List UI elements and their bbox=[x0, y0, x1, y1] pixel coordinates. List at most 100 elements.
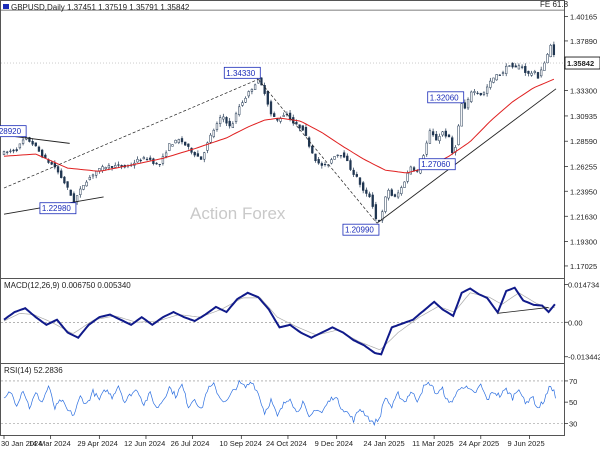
chart-title: GBPUSD,Daily bbox=[11, 3, 65, 12]
candle-body bbox=[40, 149, 44, 158]
candle-body bbox=[460, 103, 463, 127]
current-price-label: 1.35842 bbox=[567, 59, 594, 68]
price-trendline bbox=[258, 79, 378, 224]
candle-body bbox=[199, 156, 203, 160]
candle-body bbox=[114, 165, 117, 168]
price-panel-frame bbox=[0, 0, 565, 279]
chart-symbol-icon bbox=[3, 4, 9, 9]
candle-body bbox=[358, 177, 362, 185]
candle-body bbox=[60, 170, 63, 178]
candle-body bbox=[110, 166, 114, 168]
candle-body bbox=[34, 142, 37, 147]
candle-body bbox=[374, 204, 378, 220]
candle-body bbox=[482, 92, 486, 95]
time-tick-label: 24 Apr 2025 bbox=[459, 439, 499, 448]
candle-body bbox=[250, 89, 254, 92]
candle-body bbox=[164, 152, 168, 157]
candle-body bbox=[533, 71, 536, 74]
candle-body bbox=[241, 102, 244, 106]
candle-body bbox=[508, 65, 511, 67]
candle-body bbox=[428, 130, 432, 144]
candle-body bbox=[209, 134, 212, 143]
candle-body bbox=[355, 174, 358, 177]
price-annotation-label: 1.20990 bbox=[345, 226, 374, 235]
price-annotation-box bbox=[342, 223, 380, 236]
price-tick-label: 1.33300 bbox=[570, 86, 597, 95]
candle-body bbox=[489, 80, 492, 88]
watermark: Action Forex bbox=[190, 204, 286, 223]
time-tick-label: 30 Jan 2024 bbox=[1, 439, 42, 448]
candle-body bbox=[396, 192, 400, 198]
candle-body bbox=[212, 129, 215, 137]
candle-body bbox=[540, 69, 543, 77]
candle-body bbox=[393, 194, 397, 197]
candle-body bbox=[260, 77, 263, 86]
candle-body bbox=[543, 62, 546, 71]
candle-body bbox=[298, 124, 301, 129]
candle-body bbox=[85, 181, 88, 187]
candle-body bbox=[295, 121, 298, 125]
candle-body bbox=[304, 127, 308, 136]
candle-body bbox=[98, 168, 101, 172]
candle-body bbox=[371, 194, 374, 207]
candle-body bbox=[381, 211, 384, 221]
candle-body bbox=[527, 70, 530, 74]
candle-body bbox=[441, 131, 444, 136]
candle-body bbox=[88, 177, 91, 180]
price-tick-label: 1.28590 bbox=[570, 137, 597, 146]
macd-line bbox=[3, 286, 556, 356]
time-tick-label: 11 Mar 2025 bbox=[412, 439, 454, 448]
candle-body bbox=[9, 150, 12, 152]
candle-body bbox=[333, 156, 336, 160]
candle-body bbox=[501, 72, 505, 74]
candle-body bbox=[511, 62, 514, 68]
price-annotation-label: 1.22980 bbox=[42, 204, 71, 213]
price-annotation-box bbox=[39, 202, 77, 215]
price-header: GBPUSD,Daily 1.37451 1.37519 1.35791 1.3… bbox=[3, 3, 190, 12]
candle-body bbox=[492, 77, 495, 83]
candle-body bbox=[457, 125, 460, 146]
candle-body bbox=[31, 140, 34, 145]
candle-body bbox=[279, 118, 282, 122]
price-tick-label: 1.23950 bbox=[570, 187, 597, 196]
time-tick-label: 24 Jan 2025 bbox=[363, 439, 404, 448]
candle-body bbox=[505, 65, 508, 74]
price-annotation-box bbox=[0, 125, 27, 138]
candle-body bbox=[225, 117, 228, 124]
candle-body bbox=[317, 159, 320, 164]
candle-body bbox=[238, 106, 241, 115]
candle-body bbox=[339, 155, 343, 157]
price-annotation-box bbox=[418, 158, 456, 171]
price-tick-label: 1.26255 bbox=[570, 162, 597, 171]
candle-body bbox=[473, 91, 476, 93]
candle-body bbox=[409, 166, 412, 175]
rsi-line bbox=[3, 379, 556, 426]
time-tick-label: 24 Oct 2024 bbox=[266, 439, 307, 448]
candle-body bbox=[203, 152, 206, 160]
price-tick-label: 1.19300 bbox=[570, 237, 597, 246]
candle-body bbox=[435, 133, 438, 141]
candle-body bbox=[301, 125, 304, 131]
rsi-tick-label: 30 bbox=[569, 419, 577, 428]
candle-body bbox=[549, 44, 552, 58]
candle-body bbox=[336, 154, 339, 156]
candle-body bbox=[95, 171, 98, 176]
price-tick-label: 1.37890 bbox=[570, 37, 597, 46]
candle-body bbox=[72, 193, 76, 203]
candle-body bbox=[215, 123, 219, 130]
price-tick-label: 1.40165 bbox=[570, 12, 597, 21]
price-trendline bbox=[3, 79, 259, 189]
price-panel: FE 61.81.401651.378901.355901.333001.309… bbox=[0, 0, 600, 271]
price-annotation-label: 1.34330 bbox=[226, 69, 255, 78]
time-tick-label: 12 Jun 2024 bbox=[124, 439, 165, 448]
candle-body bbox=[438, 136, 441, 142]
price-annotation-label: 1.27060 bbox=[421, 160, 450, 169]
candle-body bbox=[139, 159, 142, 162]
rsi-panel: 70 50 30 bbox=[1, 377, 577, 428]
candle-body bbox=[546, 54, 549, 64]
candle-body bbox=[387, 189, 390, 199]
candle-body bbox=[498, 74, 501, 76]
candle-body bbox=[222, 116, 225, 120]
candle-body bbox=[431, 131, 435, 136]
candle-body bbox=[174, 139, 177, 144]
